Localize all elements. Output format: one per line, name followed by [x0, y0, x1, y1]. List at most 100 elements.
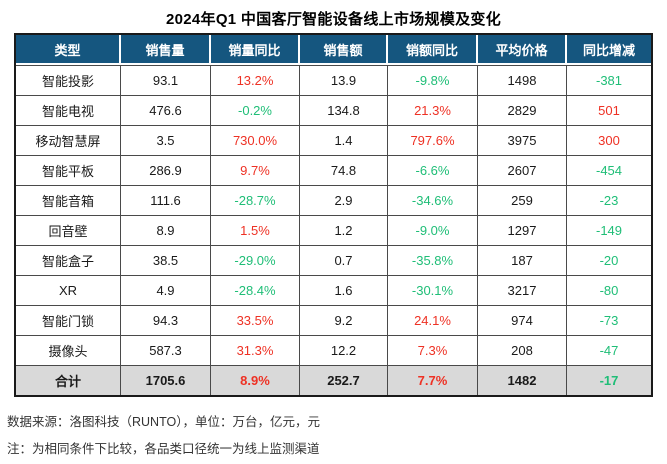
table-cell: 3975	[478, 125, 567, 155]
table-row: 智能盒子 38.5 -29.0% 0.7 -35.8% 187 -20	[16, 245, 651, 275]
table-cell: 8.9	[121, 215, 211, 245]
table-cell: 252.7	[300, 365, 388, 395]
table-cell: 1498	[478, 65, 567, 95]
table-cell: 9.2	[300, 305, 388, 335]
header-cell-value-yoy: 销额同比	[388, 35, 478, 65]
table-cell: 智能投影	[16, 65, 121, 95]
table-cell: 智能电视	[16, 95, 121, 125]
header-row: 类型 销售量 销量同比 销售额 销额同比 平均价格 同比增减	[16, 35, 651, 65]
table-cell: 智能门锁	[16, 305, 121, 335]
table-cell: 0.7	[300, 245, 388, 275]
table-cell: -9.8%	[388, 65, 478, 95]
table-cell: 94.3	[121, 305, 211, 335]
table-cell: -28.4%	[211, 275, 300, 305]
table-cell: 1297	[478, 215, 567, 245]
table-row: 智能投影 93.1 13.2% 13.9 -9.8% 1498 -381	[16, 65, 651, 95]
table-cell: 21.3%	[388, 95, 478, 125]
table-cell: 12.2	[300, 335, 388, 365]
table-row: 智能平板 286.9 9.7% 74.8 -6.6% 2607 -454	[16, 155, 651, 185]
table-cell: -80	[567, 275, 651, 305]
table-cell: 974	[478, 305, 567, 335]
header-cell-yoy-change: 同比增减	[567, 35, 651, 65]
header-cell-sales-volume: 销售量	[121, 35, 211, 65]
table-cell: -0.2%	[211, 95, 300, 125]
table-cell: 208	[478, 335, 567, 365]
table-cell: 2.9	[300, 185, 388, 215]
table-cell: 3.5	[121, 125, 211, 155]
table-cell: 134.8	[300, 95, 388, 125]
table-cell: 1705.6	[121, 365, 211, 395]
table-cell: -35.8%	[388, 245, 478, 275]
footer: 数据来源：洛图科技（RUNTO），单位：万台，亿元，元 注：为相同条件下比较，各…	[7, 409, 662, 463]
table-cell: 2829	[478, 95, 567, 125]
table-cell: 111.6	[121, 185, 211, 215]
table-cell: 7.7%	[388, 365, 478, 395]
table-cell: 摄像头	[16, 335, 121, 365]
table-cell: -17	[567, 365, 651, 395]
table-cell: 8.9%	[211, 365, 300, 395]
table-cell: 187	[478, 245, 567, 275]
table-cell: -149	[567, 215, 651, 245]
market-table-container: 类型 销售量 销量同比 销售额 销额同比 平均价格 同比增减 智能投影 93.1 1…	[14, 33, 653, 397]
table-cell: 1.2	[300, 215, 388, 245]
table-row: 智能电视 476.6 -0.2% 134.8 21.3% 2829 501	[16, 95, 651, 125]
table-cell: -34.6%	[388, 185, 478, 215]
table-cell: -29.0%	[211, 245, 300, 275]
table-cell: 13.2%	[211, 65, 300, 95]
table-cell: -28.7%	[211, 185, 300, 215]
market-data-table: 类型 销售量 销量同比 销售额 销额同比 平均价格 同比增减 智能投影 93.1 1…	[16, 35, 651, 395]
header-cell-sales-value: 销售额	[300, 35, 388, 65]
table-cell: 智能平板	[16, 155, 121, 185]
table-cell: -23	[567, 185, 651, 215]
table-row: 摄像头 587.3 31.3% 12.2 7.3% 208 -47	[16, 335, 651, 365]
table-cell: 730.0%	[211, 125, 300, 155]
table-cell: 24.1%	[388, 305, 478, 335]
table-cell: 38.5	[121, 245, 211, 275]
table-cell: 1.4	[300, 125, 388, 155]
table-cell: 智能盒子	[16, 245, 121, 275]
table-cell: 93.1	[121, 65, 211, 95]
table-row: XR 4.9 -28.4% 1.6 -30.1% 3217 -80	[16, 275, 651, 305]
table-cell: -73	[567, 305, 651, 335]
table-cell: 回音壁	[16, 215, 121, 245]
table-cell: 286.9	[121, 155, 211, 185]
data-source-note: 数据来源：洛图科技（RUNTO），单位：万台，亿元，元	[7, 415, 320, 429]
table-row: 移动智慧屏 3.5 730.0% 1.4 797.6% 3975 300	[16, 125, 651, 155]
table-row: 智能音箱 111.6 -28.7% 2.9 -34.6% 259 -23	[16, 185, 651, 215]
table-cell: -30.1%	[388, 275, 478, 305]
table-cell: 797.6%	[388, 125, 478, 155]
table-row: 智能门锁 94.3 33.5% 9.2 24.1% 974 -73	[16, 305, 651, 335]
footnote: 注：为相同条件下比较，各品类口径统一为线上监测渠道	[7, 442, 320, 456]
table-cell: 33.5%	[211, 305, 300, 335]
table-cell: -6.6%	[388, 155, 478, 185]
table-cell: 智能音箱	[16, 185, 121, 215]
table-cell: 31.3%	[211, 335, 300, 365]
table-cell: -20	[567, 245, 651, 275]
table-cell: -47	[567, 335, 651, 365]
table-row: 回音壁 8.9 1.5% 1.2 -9.0% 1297 -149	[16, 215, 651, 245]
table-cell: 1.5%	[211, 215, 300, 245]
table-cell: XR	[16, 275, 121, 305]
table-cell: 300	[567, 125, 651, 155]
table-cell: 移动智慧屏	[16, 125, 121, 155]
table-cell: 7.3%	[388, 335, 478, 365]
table-cell: 501	[567, 95, 651, 125]
total-row: 合计 1705.6 8.9% 252.7 7.7% 1482 -17	[16, 365, 651, 395]
table-cell: 2607	[478, 155, 567, 185]
header-cell-type: 类型	[16, 35, 121, 65]
page-title: 2024年Q1 中国客厅智能设备线上市场规模及变化	[165, 11, 502, 28]
table-cell: 1.6	[300, 275, 388, 305]
header-cell-volume-yoy: 销量同比	[211, 35, 300, 65]
table-cell: 587.3	[121, 335, 211, 365]
table-cell: 259	[478, 185, 567, 215]
table-cell: -9.0%	[388, 215, 478, 245]
table-cell: 3217	[478, 275, 567, 305]
table-cell: 1482	[478, 365, 567, 395]
table-cell: 合计	[16, 365, 121, 395]
table-cell: 4.9	[121, 275, 211, 305]
table-cell: -381	[567, 65, 651, 95]
table-cell: 9.7%	[211, 155, 300, 185]
table-cell: 13.9	[300, 65, 388, 95]
header-cell-avg-price: 平均价格	[478, 35, 567, 65]
